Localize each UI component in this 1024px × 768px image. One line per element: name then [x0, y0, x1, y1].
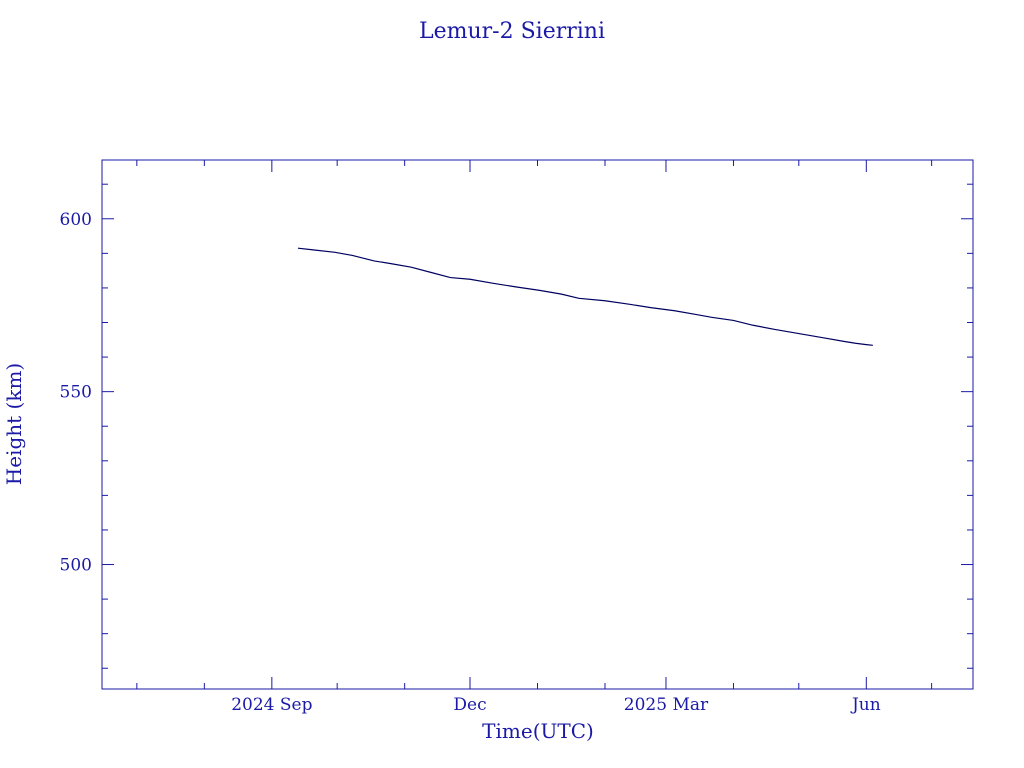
- axis-ticks: [102, 160, 973, 689]
- chart-title: Lemur-2 Sierrini: [419, 19, 605, 44]
- plot-frame: [101, 159, 974, 690]
- y-axis-label: Height (km): [2, 363, 26, 485]
- x-tick-label: Jun: [850, 695, 881, 715]
- y-tick-label: 500: [60, 556, 92, 576]
- y-tick-label: 600: [60, 210, 92, 230]
- y-tick-label: 550: [60, 383, 92, 403]
- x-tick-label: 2025 Mar: [624, 695, 709, 715]
- tick-labels: 2024 Sep Dec 2025 Mar Jun 500 550 600: [60, 210, 881, 715]
- series-line: [297, 247, 873, 346]
- x-tick-label: Dec: [453, 695, 486, 715]
- x-tick-label: 2024 Sep: [231, 695, 312, 715]
- x-axis-label: Time(UTC): [482, 719, 594, 743]
- series-layer: [297, 247, 873, 346]
